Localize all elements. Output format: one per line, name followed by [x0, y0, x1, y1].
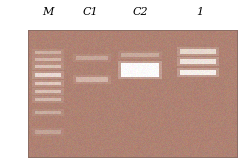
Text: C2: C2 — [132, 7, 147, 17]
Text: 1: 1 — [196, 7, 203, 17]
Text: C1: C1 — [82, 7, 98, 17]
Text: M: M — [42, 7, 53, 17]
